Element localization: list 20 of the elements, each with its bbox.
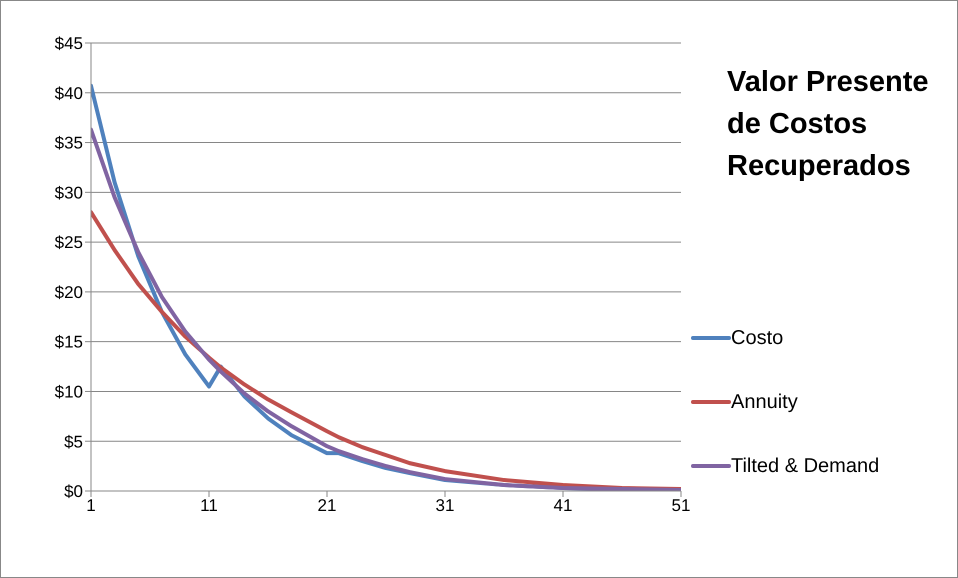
y-tick-label: $10 bbox=[54, 382, 83, 402]
y-tick-label: $35 bbox=[54, 134, 83, 153]
y-tick-label: $0 bbox=[64, 482, 83, 502]
x-tick-label: 21 bbox=[318, 496, 336, 516]
legend-label: Costo bbox=[731, 326, 784, 350]
x-tick-label: 51 bbox=[672, 496, 690, 516]
x-tick-label: 31 bbox=[436, 496, 454, 516]
x-tick-label: 1 bbox=[86, 496, 96, 516]
text: Valor Presente de Costos Recuperados bbox=[727, 65, 930, 184]
x-tick-label: 41 bbox=[554, 496, 572, 516]
y-tick-label: $45 bbox=[54, 34, 83, 54]
y-tick-label: $5 bbox=[64, 432, 83, 452]
y-tick-label: $25 bbox=[54, 233, 83, 252]
y-tick-label: $20 bbox=[54, 282, 83, 302]
x-tick-label: 11 bbox=[200, 496, 218, 516]
legend-label: Annuity bbox=[731, 390, 798, 414]
y-tick-label: $40 bbox=[54, 84, 83, 103]
legend-label: Tilted & Demand bbox=[731, 454, 880, 478]
y-tick-label: $30 bbox=[54, 183, 83, 202]
y-tick-label: $15 bbox=[54, 332, 83, 352]
